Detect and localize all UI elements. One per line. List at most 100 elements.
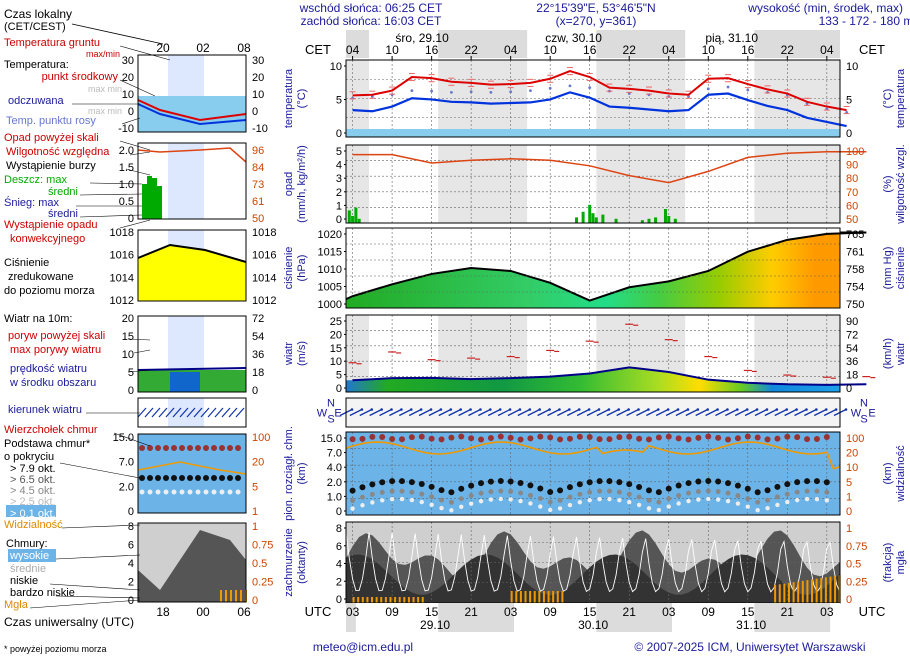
legend-cloud-dot — [195, 475, 201, 481]
y-tick-right: 0 — [846, 506, 852, 518]
legend-wind-arrow — [200, 407, 210, 418]
legend-tick-right: 20 — [252, 72, 264, 84]
wind-arrow-head — [775, 408, 779, 411]
cloud-base-dot — [478, 498, 484, 504]
wind-arrow — [389, 408, 402, 417]
y-tick-left: 15.0 — [321, 433, 342, 445]
legend-pointer — [119, 140, 151, 151]
legend-wind-box — [137, 315, 247, 393]
y-tick-right: 0 — [846, 128, 852, 140]
cloud-top-dot — [349, 436, 356, 443]
legend-wind-mid: prędkość wiatru — [10, 363, 87, 375]
legend-pointer — [133, 349, 151, 354]
axis-unit-left: (mm/h, kg/m²/h) — [296, 145, 308, 223]
cloud-base-dot — [497, 478, 504, 485]
cloud-base-dot — [448, 489, 455, 496]
fog-bar — [380, 597, 383, 603]
legend-snow-mid: średni — [48, 208, 78, 220]
cloud-base-dot — [784, 491, 790, 497]
axis-unit-right: (%) — [882, 175, 894, 192]
y-tick-left: 1 — [336, 200, 342, 212]
legend-cloud-dot — [203, 489, 209, 495]
legend-tick-left: 5 — [128, 367, 134, 379]
fog-bar — [403, 597, 406, 603]
y-tick-left: 2 — [336, 187, 342, 199]
hour-label-top: 16 — [583, 43, 597, 57]
wind-arrow-head — [676, 408, 680, 411]
cloud-base-dot — [745, 504, 750, 509]
rain-bar — [673, 218, 677, 223]
legend-tick-right: 54 — [252, 331, 264, 343]
cloud-base-dot — [350, 498, 356, 504]
legend-pointer — [79, 214, 143, 218]
cloud-base-dot — [645, 487, 652, 494]
cloud-base-dot — [586, 479, 593, 486]
cloud-top-dot — [645, 436, 652, 443]
legend-tick-right: 1016 — [252, 250, 276, 262]
legend-tick-left: 15 — [122, 331, 134, 343]
wind-arrow-head — [568, 408, 571, 411]
y-tick-right: 50 — [846, 214, 858, 226]
legend-pointer — [59, 462, 141, 479]
bottom-axis-night — [346, 603, 356, 632]
wind-arrow — [784, 408, 797, 417]
cloud-top-dot — [705, 433, 712, 440]
cloud-top-dot — [478, 436, 485, 443]
axis-label-left: temperatura — [283, 68, 295, 128]
wind-arrow-head — [834, 408, 838, 411]
hour-label-top: 04 — [662, 43, 676, 57]
wind-arrow-head — [419, 408, 423, 411]
y-tick-right: 765 — [846, 229, 864, 241]
dew-point-dot — [588, 86, 592, 90]
temperature-frame — [345, 59, 841, 138]
rain-bar — [667, 216, 671, 223]
cloud-base-dot — [399, 488, 405, 494]
legend-tick-left: 4 — [128, 558, 134, 570]
cloud-very-low-area — [346, 554, 840, 603]
legend-rain-bar — [152, 178, 157, 219]
legend-ground-temp: Temperatura gruntu — [4, 37, 100, 49]
legend-tick-right: 96 — [252, 145, 264, 157]
night-band — [754, 145, 840, 223]
cloud-top-dot — [823, 433, 830, 440]
legend-cloud-dot — [187, 475, 193, 481]
wind-arrow-head — [824, 408, 828, 411]
axis-label-left: ciśnienie — [283, 247, 295, 290]
wind-arrow-head — [409, 408, 413, 411]
hour-label-bottom: 09 — [702, 605, 716, 619]
y-tick-right: 0.75 — [846, 541, 867, 553]
wind-arrow-head — [656, 408, 660, 411]
legend-cloud-dot — [155, 489, 161, 495]
humidity-line — [352, 151, 867, 184]
wind-arrow-head — [508, 408, 512, 411]
hour-label-top: 16 — [741, 43, 755, 57]
wind-arrow-head — [696, 408, 700, 411]
cloud-base-dot — [408, 479, 415, 486]
fog-bar — [561, 591, 564, 603]
cloud-base-dot — [794, 479, 801, 486]
pressure-area — [346, 232, 867, 308]
legend-cloud-top-dot — [179, 445, 185, 451]
legend-clouds-box — [137, 522, 247, 603]
legend-fog-bar — [220, 590, 222, 602]
y-tick-left: 6 — [336, 541, 342, 553]
top-axis-night — [346, 30, 370, 58]
day-label-top: pią, 31.10 — [705, 31, 758, 45]
cloud-top-dot — [725, 436, 732, 443]
legend-wind-arrow — [207, 407, 217, 418]
rain-bar — [647, 218, 651, 223]
cloud-base-dot — [547, 489, 554, 496]
wind-arrow — [725, 408, 738, 417]
cloud-base-dot — [349, 487, 356, 494]
wind-arrow — [754, 408, 768, 417]
legend-cloud-dot — [139, 489, 145, 495]
y-tick-left: 5 — [336, 146, 342, 158]
y-tick-right: 0.25 — [846, 576, 867, 588]
cloud-top-dot — [537, 433, 544, 440]
hour-label-top: 10 — [544, 43, 558, 57]
legend-cloud-dot — [211, 489, 217, 495]
legend-cloud-top-dot — [163, 445, 169, 451]
hour-label-top: 22 — [464, 43, 478, 57]
hour-label-top: 10 — [385, 43, 399, 57]
y-tick-right: 80 — [846, 173, 858, 185]
